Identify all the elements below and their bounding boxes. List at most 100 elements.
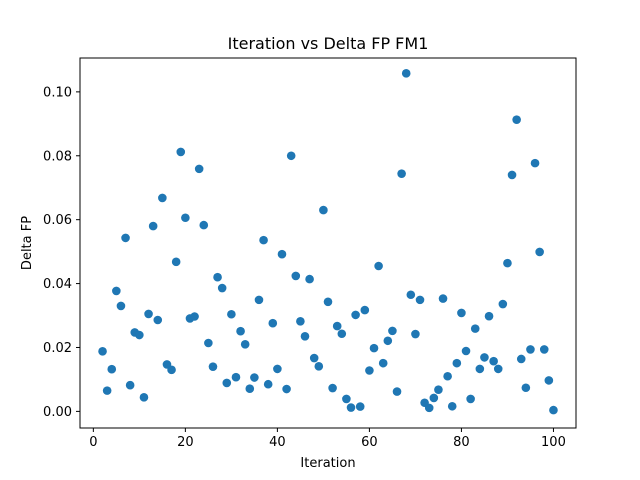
- y-tick-label: 0.00: [43, 405, 72, 420]
- x-axis-label: Iteration: [300, 456, 355, 471]
- data-point: [300, 332, 310, 341]
- data-point: [521, 383, 531, 393]
- data-point: [102, 386, 112, 395]
- data-point: [314, 362, 324, 371]
- data-point: [259, 235, 268, 245]
- data-point: [139, 393, 149, 402]
- data-point: [411, 329, 420, 339]
- data-point: [360, 305, 370, 315]
- data-point: [204, 338, 213, 348]
- data-point: [544, 376, 554, 385]
- data-point: [240, 339, 250, 349]
- data-point: [438, 294, 448, 303]
- data-points: [98, 69, 558, 415]
- data-point: [323, 297, 333, 307]
- data-point: [194, 164, 204, 174]
- data-point: [415, 295, 425, 305]
- data-point: [392, 387, 402, 396]
- data-point: [112, 286, 121, 296]
- data-point: [484, 311, 494, 321]
- data-point: [268, 318, 278, 328]
- data-point: [383, 336, 393, 346]
- data-point: [498, 299, 508, 309]
- data-point: [171, 257, 181, 267]
- data-point: [526, 345, 535, 354]
- data-point: [457, 308, 466, 318]
- data-point: [443, 371, 452, 381]
- data-point: [475, 364, 485, 374]
- data-point: [309, 353, 319, 363]
- data-point: [337, 329, 347, 339]
- x-tick-label: 40: [269, 435, 286, 450]
- data-point: [447, 401, 457, 411]
- data-point: [277, 249, 287, 259]
- data-point: [516, 354, 526, 364]
- data-point: [388, 326, 397, 336]
- data-point: [282, 384, 291, 394]
- data-point: [328, 383, 337, 393]
- data-point: [401, 69, 411, 78]
- data-point: [222, 378, 232, 388]
- data-point: [489, 356, 498, 366]
- data-point: [365, 366, 374, 375]
- data-point: [263, 379, 273, 389]
- data-point: [199, 220, 209, 230]
- data-point: [397, 169, 406, 178]
- data-point: [254, 295, 264, 305]
- chart-title: Iteration vs Delta FP FM1: [228, 34, 429, 53]
- data-point: [503, 258, 512, 268]
- y-tick-label: 0.10: [43, 85, 72, 100]
- data-point: [346, 403, 356, 412]
- data-point: [369, 343, 379, 353]
- data-point: [291, 271, 301, 281]
- data-point: [296, 316, 305, 326]
- y-tick-label: 0.02: [43, 341, 72, 356]
- data-point: [466, 394, 475, 404]
- data-point: [176, 147, 186, 157]
- x-tick-label: 60: [361, 435, 378, 450]
- data-point: [107, 364, 117, 374]
- x-tick-label: 20: [177, 435, 194, 450]
- data-point: [512, 115, 521, 124]
- data-point: [181, 213, 190, 223]
- data-point: [355, 402, 365, 411]
- data-point: [332, 321, 342, 331]
- axis-ticks: 0 20 40 60 80 100 0.00 0.02 0.04 0.06 0.08 0.10: [43, 85, 566, 450]
- data-point: [236, 326, 245, 336]
- y-tick-label: 0.08: [43, 149, 72, 164]
- data-point: [507, 170, 517, 180]
- data-point: [493, 364, 503, 374]
- data-point: [342, 394, 351, 404]
- data-point: [121, 233, 130, 243]
- data-point: [535, 247, 544, 257]
- data-point: [125, 380, 135, 390]
- data-point: [549, 405, 558, 415]
- data-point: [470, 324, 480, 333]
- data-point: [227, 309, 236, 319]
- x-tick-label: 0: [89, 435, 97, 450]
- data-point: [167, 365, 176, 375]
- data-point: [429, 393, 439, 403]
- data-point: [480, 353, 489, 362]
- y-tick-label: 0.06: [43, 213, 72, 228]
- data-point: [319, 205, 328, 215]
- x-tick-label: 100: [541, 435, 566, 450]
- plot-area-background: [80, 58, 576, 428]
- data-point: [461, 346, 471, 356]
- data-point: [213, 272, 222, 282]
- data-point: [530, 158, 540, 168]
- data-point: [148, 221, 158, 231]
- data-point: [245, 384, 255, 394]
- y-tick-label: 0.04: [43, 277, 72, 292]
- data-point: [250, 373, 259, 382]
- data-point: [286, 151, 296, 161]
- data-point: [158, 193, 167, 203]
- y-axis-label: Delta FP: [20, 216, 35, 270]
- data-point: [231, 372, 241, 382]
- data-point: [374, 261, 383, 271]
- data-point: [305, 274, 314, 284]
- data-point: [98, 347, 107, 356]
- data-point: [378, 358, 388, 368]
- plot-frame: [79, 57, 577, 429]
